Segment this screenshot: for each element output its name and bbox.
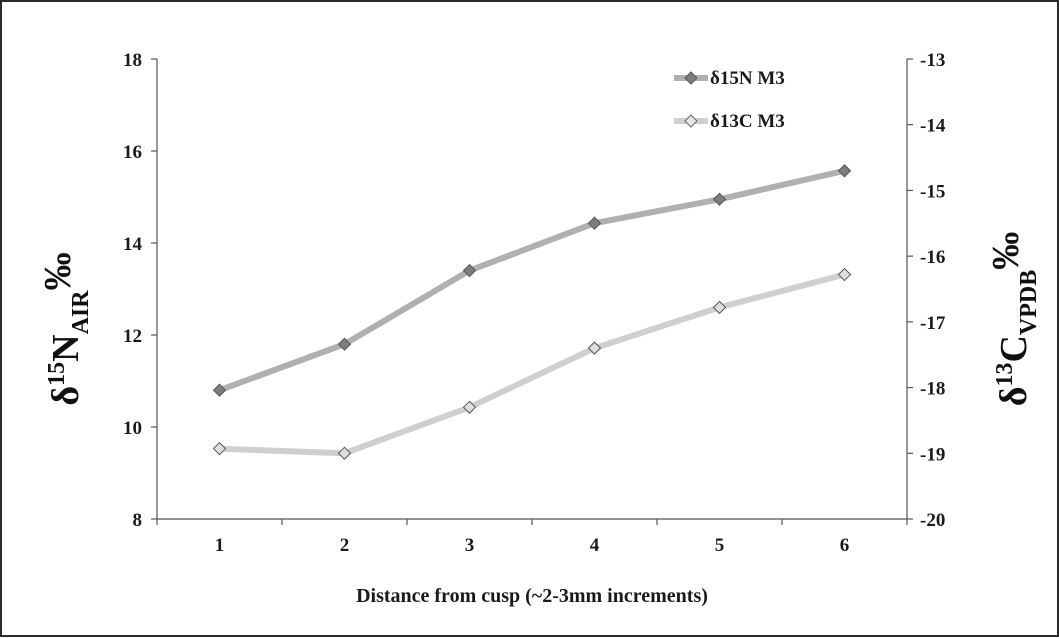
data-point-0 — [712, 192, 727, 207]
data-point-1 — [212, 441, 227, 456]
legend-label-c: δ13C M3 — [710, 111, 785, 132]
data-point-1 — [587, 341, 602, 355]
right-tick-label: -17 — [920, 313, 946, 334]
data-point-0 — [587, 216, 602, 230]
series-layer — [212, 164, 852, 460]
right-tick-label: -14 — [920, 116, 946, 137]
legend: δ15N M3 δ13C M3 — [674, 68, 785, 132]
left-tick-label: 8 — [133, 510, 143, 531]
x-axis-ticks: 1 2 3 4 5 6 — [156, 519, 908, 556]
right-axis-title-delta: δ — [993, 387, 1035, 407]
right-tick-label: -15 — [920, 181, 945, 202]
left-axis-title-sub: AIR — [68, 290, 94, 335]
left-tick-label: 14 — [123, 234, 143, 255]
x-tick-label: 2 — [340, 535, 350, 556]
x-tick-label: 6 — [840, 535, 850, 556]
legend-item-n: δ15N M3 — [674, 68, 785, 89]
data-point-0 — [837, 164, 852, 178]
left-axis-title-delta: δ — [45, 386, 87, 406]
legend-label-n: δ15N M3 — [710, 68, 785, 89]
data-point-1 — [462, 400, 477, 414]
left-tick-label: 18 — [123, 50, 142, 71]
right-tick-label: -13 — [920, 50, 945, 71]
right-axis-title-sup: 13 — [992, 363, 1018, 387]
right-axis: -13 -14 -15 -16 -17 -18 -19 -20 — [906, 50, 946, 531]
left-axis-ticks: 8 10 12 14 16 18 — [123, 50, 157, 531]
left-axis-title-element: N — [45, 334, 87, 361]
data-point-0 — [462, 263, 477, 278]
left-tick-label: 16 — [123, 142, 142, 163]
x-tick-label: 5 — [715, 535, 725, 556]
left-axis-title: δ15NAIR‰ — [37, 252, 94, 405]
x-tick-label: 1 — [215, 535, 225, 556]
series-line-1 — [216, 271, 848, 457]
right-axis-title-unit: ‰ — [985, 232, 1027, 270]
right-axis-title-sub: VPDB — [1016, 270, 1042, 335]
data-point-1 — [837, 267, 852, 282]
left-tick-label: 10 — [123, 418, 142, 439]
right-tick-label: -18 — [920, 379, 945, 400]
data-point-1 — [337, 446, 352, 460]
right-tick-label: -16 — [920, 247, 945, 268]
left-axis: 8 10 12 14 16 18 — [123, 50, 158, 531]
svg-text:δ15NAIR‰: δ15NAIR‰ — [37, 252, 94, 405]
series-line-0 — [216, 167, 848, 394]
svg-text:δ13CVPDB‰: δ13CVPDB‰ — [985, 232, 1042, 407]
x-axis-title: Distance from cusp (~2-3mm increments) — [356, 585, 708, 607]
legend-item-c: δ13C M3 — [674, 111, 785, 132]
legend-swatch-marker-c — [684, 114, 698, 128]
legend-swatch-marker-n — [684, 71, 698, 85]
x-axis: 1 2 3 4 5 6 — [156, 518, 908, 556]
x-tick-label: 3 — [465, 535, 475, 556]
right-tick-label: -20 — [920, 510, 945, 531]
x-tick-label: 4 — [590, 535, 600, 556]
right-tick-label: -19 — [920, 444, 945, 465]
right-axis-title: δ13CVPDB‰ — [985, 232, 1042, 407]
right-axis-title-element: C — [993, 335, 1035, 362]
data-point-1 — [712, 300, 727, 315]
data-point-0 — [337, 337, 352, 351]
right-axis-ticks: -13 -14 -15 -16 -17 -18 -19 -20 — [907, 50, 946, 531]
left-tick-label: 12 — [123, 326, 142, 347]
left-axis-title-unit: ‰ — [37, 252, 79, 290]
left-axis-title-sup: 15 — [44, 362, 70, 386]
data-point-0 — [212, 383, 227, 397]
